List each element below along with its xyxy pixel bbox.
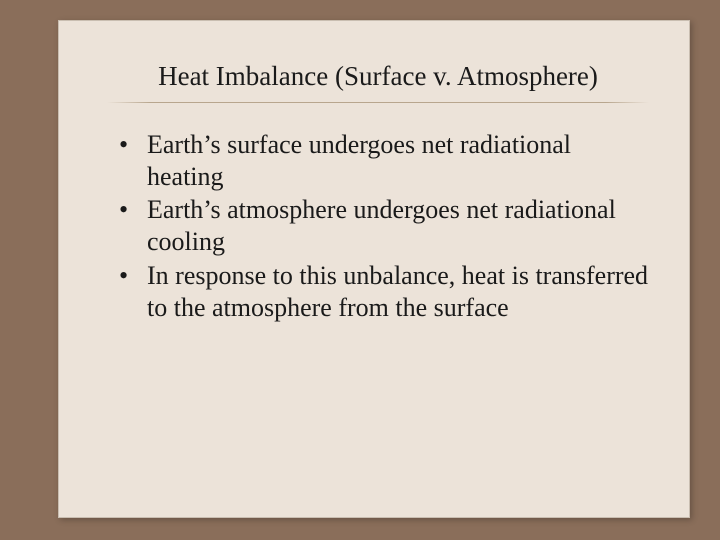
title-divider bbox=[107, 102, 649, 103]
list-item: In response to this unbalance, heat is t… bbox=[119, 260, 649, 323]
bullet-list: Earth’s surface undergoes net radiationa… bbox=[107, 129, 649, 323]
list-item: Earth’s surface undergoes net radiationa… bbox=[119, 129, 649, 192]
slide-panel: Heat Imbalance (Surface v. Atmosphere) E… bbox=[58, 20, 690, 518]
slide-title: Heat Imbalance (Surface v. Atmosphere) bbox=[107, 61, 649, 92]
list-item: Earth’s atmosphere undergoes net radiati… bbox=[119, 194, 649, 257]
